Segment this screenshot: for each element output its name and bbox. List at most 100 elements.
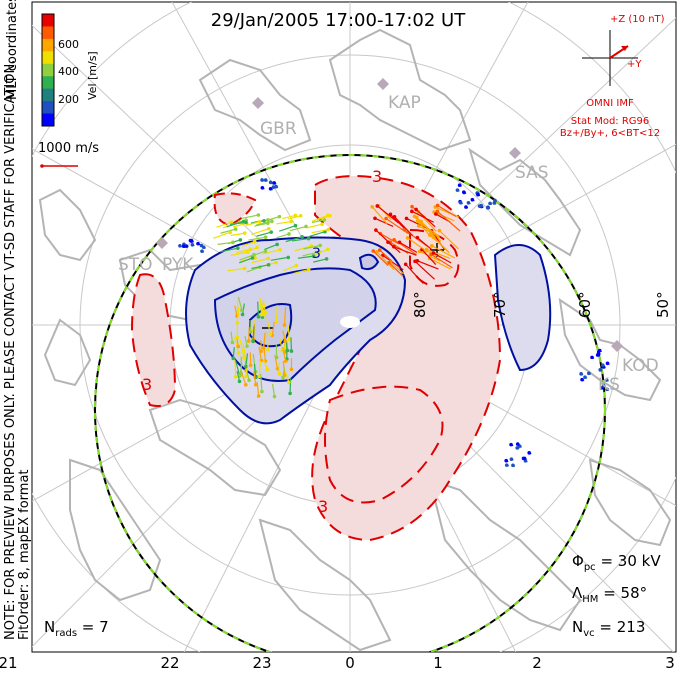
velocity-vector <box>241 303 245 315</box>
velocity-vector <box>417 211 437 232</box>
vector-count: Nvc = 213 <box>572 618 645 639</box>
scale-vector: 1000 m/s <box>38 141 99 168</box>
negative-contour-dawn <box>493 244 552 372</box>
velocity-vector <box>213 231 231 239</box>
imf-source: OMNI IMF <box>586 98 634 109</box>
velocity-vector <box>239 362 243 376</box>
velocity-vector <box>289 225 307 232</box>
velocity-vector <box>291 237 309 242</box>
velocity-vector <box>287 325 290 340</box>
velocity-vector <box>248 236 266 241</box>
velocity-vector <box>256 231 272 237</box>
velocity-vector <box>263 344 266 362</box>
coordinate-system: MLT coordinates <box>5 0 20 100</box>
latitude-labels: 80° 70° 60° 50° <box>411 291 672 318</box>
contour-label: 3 <box>372 167 382 186</box>
velocity-vector <box>245 361 249 377</box>
velocity-vector <box>302 251 320 257</box>
hm-boundary <box>94 154 606 652</box>
velocity-vector <box>259 297 264 314</box>
station-label: STO <box>118 255 153 275</box>
velocity-vector <box>282 264 297 272</box>
imf-clock: +Z (10 nT) +Y OMNI IMF Stat Mod: RG96 Bz… <box>560 14 665 139</box>
velocity-vector <box>241 214 259 219</box>
velocity-vectors <box>178 178 610 468</box>
velocity-vector <box>297 255 314 259</box>
velocity-vector <box>285 236 303 243</box>
velocity-vector <box>413 215 430 236</box>
velocity-vector <box>418 225 440 238</box>
station-label: KAP <box>388 93 421 113</box>
station-marker <box>509 147 521 159</box>
lat-label: 80° <box>411 291 429 318</box>
velocity-vector <box>256 381 260 397</box>
velocity-vector <box>255 220 273 226</box>
imf-bz-label: +Z (10 nT) <box>610 14 665 25</box>
velocity-vector <box>416 237 433 251</box>
station-label: SAS <box>515 163 549 183</box>
velocity-vector <box>234 336 240 354</box>
lat-label: 70° <box>491 291 509 318</box>
velocity-vector <box>279 225 296 232</box>
positive-contour-inner <box>324 385 444 504</box>
colorbar-segment <box>42 38 54 52</box>
velocity-vector <box>241 240 255 247</box>
velocity-vector <box>287 215 301 220</box>
colorbar-segment <box>42 63 54 77</box>
velocity-vector <box>236 248 251 254</box>
velocity-vector <box>417 220 440 237</box>
colorbar-segment <box>42 14 54 27</box>
velocity-vector <box>282 347 287 362</box>
velocity-vector <box>436 210 461 232</box>
velocity-vector <box>220 228 236 234</box>
velocity-vector <box>311 214 329 222</box>
velocity-vector <box>263 216 280 222</box>
velocity-vector <box>294 245 312 252</box>
velocity-vector <box>414 260 435 280</box>
velocity-vector <box>431 245 456 259</box>
station-marker <box>156 237 168 249</box>
velocity-vector <box>266 332 269 350</box>
velocity-vector <box>390 261 404 275</box>
velocity-vector <box>262 300 266 313</box>
velocity-vector <box>219 247 238 253</box>
velocity-vector <box>405 263 424 284</box>
station-marker <box>377 78 389 90</box>
station-label: PYK <box>162 255 194 275</box>
velocity-vector <box>313 258 327 263</box>
velocity-vector <box>311 219 325 224</box>
colorbar-segment <box>42 26 54 40</box>
velocity-vector <box>230 331 234 343</box>
velocity-vector <box>253 371 257 385</box>
velocity-vector <box>419 250 441 262</box>
velocity-vector <box>372 250 389 266</box>
velocity-vector <box>393 246 417 256</box>
lat-label: 60° <box>576 291 594 318</box>
mlt-axis: 21 22 23 0 1 2 3 <box>0 654 675 672</box>
cross-polar-potential: Φpc = 30 kV <box>572 552 661 573</box>
velocity-vector <box>293 268 309 274</box>
preview-note: NOTE: FOR PREVIEW PURPOSES ONLY. PLEASE … <box>3 60 18 640</box>
velocity-vector <box>237 296 243 311</box>
colorbar-label: Vel [m/s] <box>86 51 99 100</box>
velocity-vector <box>258 360 262 377</box>
colorbar-tick: 600 <box>58 38 79 51</box>
velocity-vector <box>382 254 404 271</box>
velocity-vector <box>375 229 396 249</box>
hm-latitude: ΛHM = 58° <box>572 584 647 605</box>
velocity-vector <box>433 236 450 253</box>
velocity-vector <box>270 256 289 261</box>
velocity-vector <box>246 221 260 226</box>
velocity-vector <box>239 339 245 358</box>
colorbar-segment <box>42 88 54 102</box>
statistics: Φpc = 30 kV ΛHM = 58° Nvc = 213 Nrads = … <box>44 552 661 639</box>
colorbar-segment <box>42 76 54 90</box>
station-marker <box>611 340 623 352</box>
velocity-vector <box>283 307 287 326</box>
positive-cell <box>130 175 502 542</box>
velocity-vector <box>239 257 253 264</box>
mlt-tick: 3 <box>665 654 675 672</box>
velocity-colorbar: 600 400 200 Vel [m/s] <box>41 13 99 127</box>
pole-gap <box>340 316 360 328</box>
velocity-vector <box>314 248 329 256</box>
